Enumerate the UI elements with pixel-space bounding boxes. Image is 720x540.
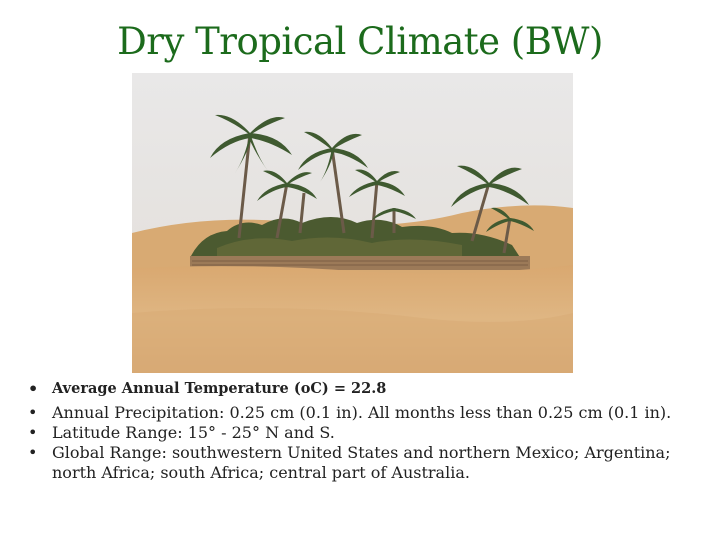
bullet-text: Annual Precipitation: 0.25 cm (0.1 in). …: [52, 403, 672, 422]
bullet-text: Latitude Range: 15° - 25° N and S.: [52, 423, 335, 442]
bullet-dot: •: [28, 379, 39, 398]
bullet-list: • Average Annual Temperature (oC) = 22.8…: [28, 379, 708, 483]
bullet-text: Global Range: southwestern United States…: [52, 443, 671, 482]
desert-oasis-photo: [132, 73, 573, 373]
bullet-text: Average Annual Temperature (oC) = 22.8: [52, 380, 387, 397]
bullet-precipitation: • Annual Precipitation: 0.25 cm (0.1 in)…: [28, 403, 708, 423]
bullet-global-range: • Global Range: southwestern United Stat…: [28, 443, 708, 483]
bullet-dot: •: [28, 443, 38, 462]
bullet-latitude: • Latitude Range: 15° - 25° N and S.: [28, 423, 708, 443]
bullet-temperature: • Average Annual Temperature (oC) = 22.8: [28, 379, 708, 399]
slide-title: Dry Tropical Climate (BW): [117, 20, 603, 63]
bullet-dot: •: [28, 423, 38, 442]
bullet-dot: •: [28, 403, 38, 422]
